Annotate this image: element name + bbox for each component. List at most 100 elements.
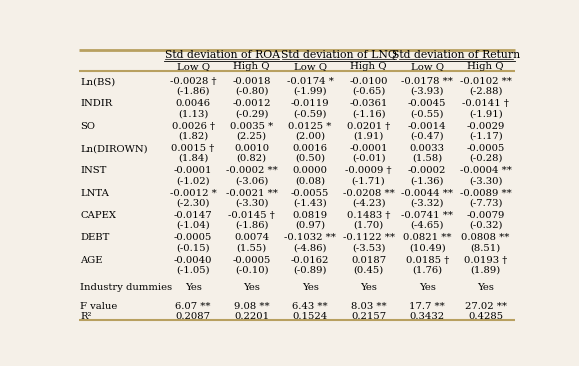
Text: (0.50): (0.50) (295, 154, 325, 163)
Text: 0.0185 †: 0.0185 † (405, 256, 449, 265)
Text: 0.0125 *: 0.0125 * (288, 122, 332, 131)
Text: (-0.32): (-0.32) (469, 221, 503, 230)
Text: -0.0029: -0.0029 (467, 122, 505, 131)
Text: (-1.05): (-1.05) (176, 265, 210, 274)
Text: 0.0046: 0.0046 (175, 100, 211, 108)
Text: (-0.47): (-0.47) (411, 131, 444, 141)
Text: 9.08 **: 9.08 ** (234, 302, 269, 311)
Text: Std deviation of Return: Std deviation of Return (393, 51, 521, 60)
Text: (-3.06): (-3.06) (235, 176, 268, 185)
Text: INDIR: INDIR (80, 100, 112, 108)
Text: -0.0002: -0.0002 (408, 167, 446, 175)
Text: (-0.65): (-0.65) (352, 87, 385, 96)
Text: -0.0102 **: -0.0102 ** (460, 77, 512, 86)
Text: 0.0033: 0.0033 (409, 144, 445, 153)
Text: 0.2201: 0.2201 (234, 312, 269, 321)
Text: Low Q: Low Q (411, 62, 444, 71)
Text: -0.0012: -0.0012 (232, 100, 271, 108)
Text: -0.0174 *: -0.0174 * (287, 77, 334, 86)
Text: 0.0819: 0.0819 (292, 211, 328, 220)
Text: -0.0018: -0.0018 (232, 77, 271, 86)
Text: (2.25): (2.25) (237, 131, 267, 141)
Text: (1.91): (1.91) (353, 131, 384, 141)
Text: -0.0045: -0.0045 (408, 100, 446, 108)
Text: (-2.88): (-2.88) (469, 87, 503, 96)
Text: -0.0162: -0.0162 (291, 256, 329, 265)
Text: (10.49): (10.49) (409, 243, 445, 252)
Text: (2.00): (2.00) (295, 131, 325, 141)
Text: R²: R² (80, 312, 91, 321)
Text: (-3.93): (-3.93) (411, 87, 444, 96)
Text: Yes: Yes (302, 283, 318, 292)
Text: -0.0119: -0.0119 (291, 100, 329, 108)
Text: (-1.86): (-1.86) (177, 87, 210, 96)
Text: Yes: Yes (243, 283, 260, 292)
Text: -0.0178 **: -0.0178 ** (401, 77, 453, 86)
Text: Low Q: Low Q (294, 62, 327, 71)
Text: -0.0079: -0.0079 (467, 211, 505, 220)
Text: Std deviation of LNQ: Std deviation of LNQ (281, 51, 397, 60)
Text: -0.1122 **: -0.1122 ** (343, 234, 395, 242)
Text: -0.0002 **: -0.0002 ** (226, 167, 277, 175)
Text: -0.0741 **: -0.0741 ** (401, 211, 453, 220)
Text: Yes: Yes (185, 283, 201, 292)
Text: -0.0014: -0.0014 (408, 122, 446, 131)
Text: (-7.73): (-7.73) (469, 198, 503, 208)
Text: (1.76): (1.76) (412, 265, 442, 274)
Text: 27.02 **: 27.02 ** (464, 302, 507, 311)
Text: INST: INST (80, 167, 107, 175)
Text: (-1.71): (-1.71) (352, 176, 386, 185)
Text: (0.45): (0.45) (354, 265, 384, 274)
Text: 0.0000: 0.0000 (292, 167, 328, 175)
Text: 0.0015 †: 0.0015 † (171, 144, 215, 153)
Text: (-1.17): (-1.17) (469, 131, 503, 141)
Text: (-1.16): (-1.16) (352, 109, 386, 118)
Text: (-3.30): (-3.30) (469, 176, 503, 185)
Text: 0.0010: 0.0010 (234, 144, 269, 153)
Text: -0.0361: -0.0361 (350, 100, 388, 108)
Text: -0.0100: -0.0100 (349, 77, 388, 86)
Text: -0.0009 †: -0.0009 † (345, 167, 392, 175)
Text: -0.0147: -0.0147 (174, 211, 212, 220)
Text: (-0.01): (-0.01) (352, 154, 386, 163)
Text: 0.2087: 0.2087 (175, 312, 211, 321)
Text: (-0.28): (-0.28) (469, 154, 503, 163)
Text: -0.0141 †: -0.0141 † (462, 100, 509, 108)
Text: (-3.30): (-3.30) (235, 198, 268, 208)
Text: -0.0001: -0.0001 (174, 167, 212, 175)
Text: (-2.30): (-2.30) (177, 198, 210, 208)
Text: (-0.80): (-0.80) (235, 87, 268, 96)
Text: -0.0004 **: -0.0004 ** (460, 167, 512, 175)
Text: -0.0145 †: -0.0145 † (228, 211, 275, 220)
Text: (-4.86): (-4.86) (294, 243, 327, 252)
Text: High Q: High Q (467, 62, 504, 71)
Text: -0.0012 *: -0.0012 * (170, 189, 217, 198)
Text: -0.0040: -0.0040 (174, 256, 212, 265)
Text: Ln(DIROWN): Ln(DIROWN) (80, 144, 148, 153)
Text: 0.0074: 0.0074 (234, 234, 269, 242)
Text: -0.1032 **: -0.1032 ** (284, 234, 336, 242)
Text: (-0.15): (-0.15) (176, 243, 210, 252)
Text: (-1.99): (-1.99) (294, 87, 327, 96)
Text: 0.0193 †: 0.0193 † (464, 256, 507, 265)
Text: -0.0001: -0.0001 (349, 144, 388, 153)
Text: (1.55): (1.55) (236, 243, 267, 252)
Text: -0.0044 **: -0.0044 ** (401, 189, 453, 198)
Text: (-0.29): (-0.29) (235, 109, 268, 118)
Text: -0.0055: -0.0055 (291, 189, 329, 198)
Text: DEBT: DEBT (80, 234, 109, 242)
Text: (1.70): (1.70) (354, 221, 384, 230)
Text: 0.0026 †: 0.0026 † (171, 122, 215, 131)
Text: (8.51): (8.51) (471, 243, 501, 252)
Text: F value: F value (80, 302, 118, 311)
Text: AGE: AGE (80, 256, 102, 265)
Text: (-4.23): (-4.23) (352, 198, 386, 208)
Text: Industry dummies: Industry dummies (80, 283, 172, 292)
Text: SO: SO (80, 122, 95, 131)
Text: 6.07 **: 6.07 ** (175, 302, 211, 311)
Text: (0.82): (0.82) (237, 154, 267, 163)
Text: -0.0005: -0.0005 (467, 144, 505, 153)
Text: 17.7 **: 17.7 ** (409, 302, 445, 311)
Text: (-0.10): (-0.10) (234, 265, 269, 274)
Text: LNTA: LNTA (80, 189, 109, 198)
